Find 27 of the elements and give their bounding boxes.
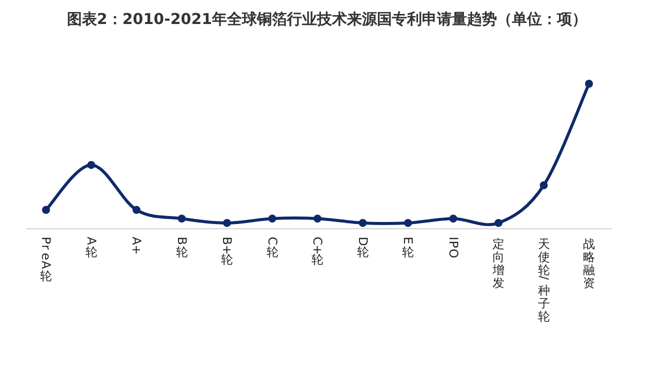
x-tick-label: 战略融资 <box>583 236 595 290</box>
x-tick-label: D轮 <box>356 236 370 259</box>
point <box>494 218 502 227</box>
point <box>223 218 231 227</box>
x-tick-label: IPO <box>446 236 460 258</box>
x-tick-label: C轮 <box>265 236 280 259</box>
chart-title: 图表2：2010-2021年全球铜箔行业技术来源国专利申请量趋势（单位：项） <box>66 10 588 28</box>
point <box>540 181 548 190</box>
x-tick-label: PreA轮 <box>39 236 53 283</box>
point <box>132 206 140 214</box>
x-tick-label: 天使轮/种子轮 <box>536 236 551 324</box>
point <box>42 206 50 214</box>
x-tick-label: E轮 <box>401 236 415 259</box>
x-tick-label: B轮 <box>174 236 189 259</box>
x-tick-label: C+轮 <box>310 236 324 266</box>
x-tick-label: 定向增发 <box>492 236 504 290</box>
point <box>178 214 186 223</box>
x-tick-label: A轮 <box>84 236 98 259</box>
point <box>268 214 276 223</box>
x-tick-label: A+ <box>130 236 144 255</box>
point <box>404 218 412 227</box>
point <box>585 80 593 88</box>
point <box>87 160 96 169</box>
point <box>358 218 367 227</box>
point <box>314 214 322 223</box>
point <box>449 214 458 223</box>
x-tick-label: B+轮 <box>220 236 234 266</box>
